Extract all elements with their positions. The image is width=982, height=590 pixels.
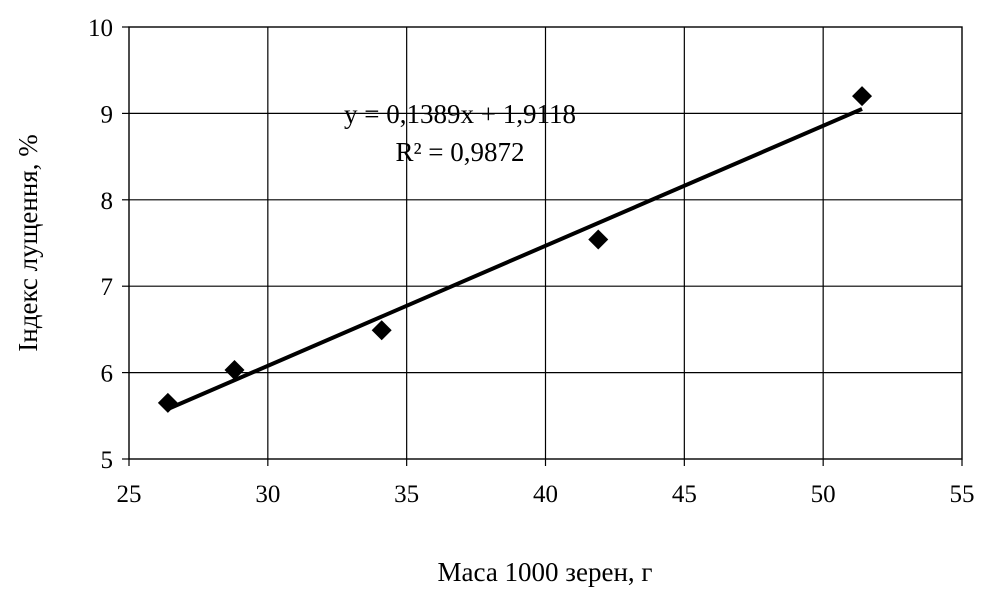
trendline-equation: y = 0,1389x + 1,9118 — [344, 99, 576, 129]
x-tick-label: 40 — [533, 481, 558, 508]
x-tick-label: 45 — [672, 481, 697, 508]
x-tick-label: 30 — [255, 481, 280, 508]
y-tick-labels: 5 6 7 8 9 10 — [88, 15, 113, 474]
y-tick-label: 10 — [88, 15, 113, 42]
y-tick-label: 7 — [101, 274, 114, 301]
data-point-diamond — [588, 229, 609, 250]
data-point-diamond — [852, 86, 873, 107]
data-points — [157, 86, 873, 413]
x-tick-label: 50 — [811, 481, 836, 508]
grid-lines — [122, 26, 963, 466]
data-point-diamond — [157, 392, 178, 413]
y-tick-label: 8 — [101, 188, 114, 215]
x-tick-labels: 25 30 35 40 45 50 55 — [117, 481, 975, 508]
r-squared-label: R² = 0,9872 — [395, 137, 524, 167]
trendline — [167, 107, 863, 411]
x-tick-label: 35 — [394, 481, 419, 508]
y-axis-title: Індекс лущення, % — [13, 134, 43, 351]
plot-area-frame — [128, 26, 963, 460]
y-tick-label: 6 — [101, 361, 114, 388]
x-tick-label: 25 — [117, 481, 142, 508]
data-point-diamond — [224, 360, 245, 381]
x-axis-title: Маса 1000 зерен, г — [438, 557, 653, 587]
x-tick-label: 55 — [950, 481, 975, 508]
data-point-diamond — [371, 320, 392, 341]
y-tick-label: 5 — [101, 447, 114, 474]
y-tick-label: 9 — [101, 101, 114, 128]
